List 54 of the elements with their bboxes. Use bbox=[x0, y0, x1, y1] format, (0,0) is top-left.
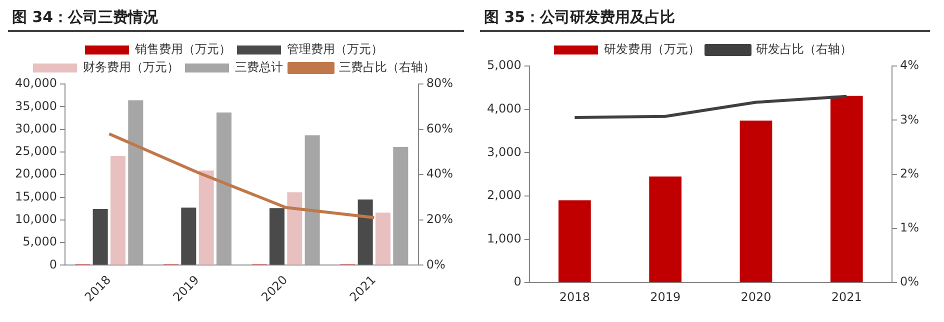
y2-tick-label: 0% bbox=[426, 257, 446, 272]
x-tick-label: 2021 bbox=[831, 290, 862, 304]
bar bbox=[92, 209, 108, 265]
y-tick-label: 3,000 bbox=[486, 144, 522, 159]
bar bbox=[269, 208, 284, 265]
bar bbox=[304, 135, 320, 265]
y2-tick-label: 1% bbox=[900, 220, 920, 235]
legend-label: 研发占比（右轴） bbox=[756, 42, 852, 56]
bar bbox=[375, 212, 391, 265]
y-tick-label: 4,000 bbox=[486, 101, 522, 116]
bar bbox=[198, 170, 214, 265]
bar bbox=[649, 176, 682, 282]
y-tick-label: 0 bbox=[49, 257, 57, 272]
y2-tick-label: 0% bbox=[900, 274, 920, 289]
bar bbox=[181, 208, 196, 265]
y-tick-label: 30,000 bbox=[14, 121, 57, 136]
bar bbox=[393, 146, 408, 265]
bar bbox=[358, 200, 373, 265]
bar bbox=[110, 156, 126, 265]
y-tick-label: 1,000 bbox=[486, 231, 522, 246]
y-tick-label: 15,000 bbox=[14, 189, 57, 204]
x-tick-label: 2020 bbox=[740, 290, 772, 304]
x-tick-label: 2019 bbox=[650, 290, 681, 304]
y2-tick-label: 40% bbox=[426, 166, 453, 181]
y-tick-label: 5,000 bbox=[22, 234, 57, 249]
y2-tick-label: 20% bbox=[426, 212, 453, 226]
legend-label: 研发费用（万元） bbox=[604, 42, 700, 56]
y2-tick-label: 4% bbox=[900, 58, 920, 72]
legend-label: 三费总计 bbox=[235, 60, 283, 74]
y-tick-label: 40,000 bbox=[14, 76, 57, 90]
chart-title: 图 35：公司研发费用及占比 bbox=[480, 8, 930, 32]
bar bbox=[128, 100, 144, 265]
x-tick-label: 2018 bbox=[559, 290, 590, 304]
bar bbox=[740, 120, 772, 282]
y2-tick-label: 2% bbox=[900, 166, 920, 180]
bar bbox=[830, 96, 863, 282]
y2-tick-label: 3% bbox=[900, 112, 920, 126]
chart-title: 图 34：公司三费情况 bbox=[8, 8, 464, 32]
y2-tick-label: 80% bbox=[426, 76, 453, 90]
y-tick-label: 25,000 bbox=[14, 144, 57, 158]
legend-label: 财务费用（万元） bbox=[83, 60, 179, 74]
y-tick-label: 0 bbox=[514, 274, 522, 289]
y-tick-label: 5,000 bbox=[486, 58, 522, 72]
y-tick-label: 20,000 bbox=[14, 166, 57, 181]
bar bbox=[216, 112, 232, 265]
legend-label: 三费占比（右轴） bbox=[339, 60, 435, 74]
legend-label: 销售费用（万元） bbox=[134, 42, 231, 56]
y2-tick-label: 60% bbox=[426, 121, 453, 136]
legend-label: 管理费用（万元） bbox=[287, 42, 383, 56]
bar bbox=[558, 200, 591, 282]
y-tick-label: 35,000 bbox=[14, 98, 57, 113]
y-tick-label: 10,000 bbox=[14, 212, 57, 226]
y-tick-label: 2,000 bbox=[486, 188, 522, 202]
bar bbox=[287, 192, 302, 265]
